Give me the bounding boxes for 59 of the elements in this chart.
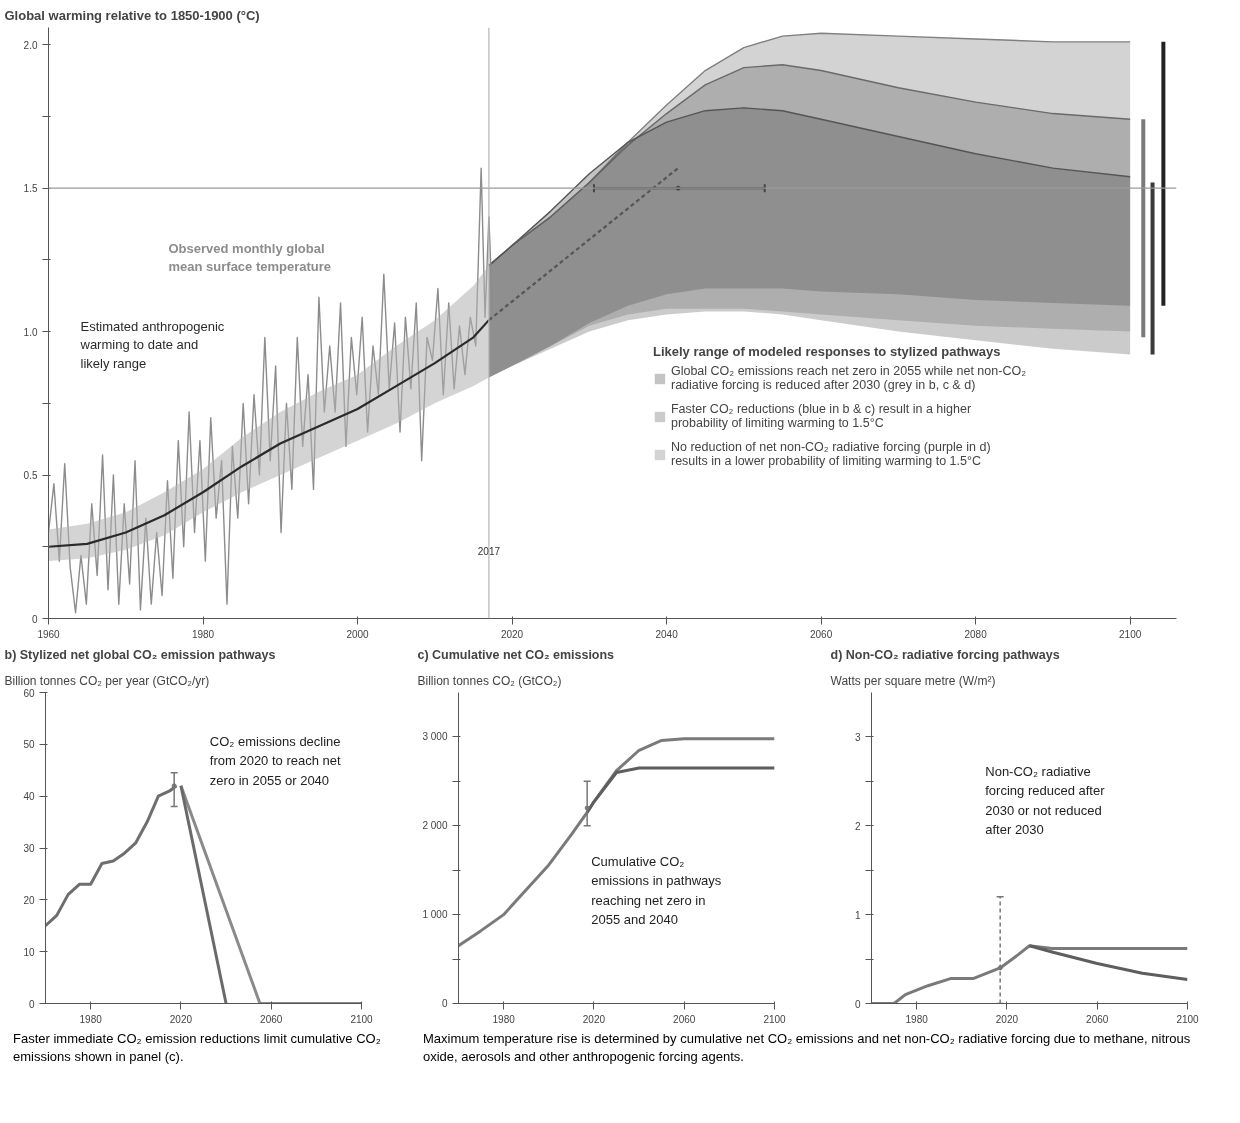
x-tick-label: 2020 xyxy=(995,1013,1019,1025)
x-tick-label: 1980 xyxy=(905,1013,929,1025)
y-tick-label: 3 xyxy=(854,731,861,743)
x-tick-label: 1960 xyxy=(37,628,61,640)
x-tick-label: 2020 xyxy=(582,1013,606,1025)
y-tick-label: 1.5 xyxy=(23,183,38,195)
y-tick-label: 2 xyxy=(854,820,861,832)
y-tick-label: 0 xyxy=(28,998,35,1010)
y-tick-label: 0.5 xyxy=(23,470,38,482)
y-tick-label: 10 xyxy=(23,946,35,958)
y-tick-label: 30 xyxy=(23,843,35,854)
x-tick-label: 2020 xyxy=(169,1013,193,1025)
ref-line-label: 2017 xyxy=(477,546,501,558)
x-tick-label: 2000 xyxy=(346,628,370,640)
legend-label: Global CO₂ emissions reach net zero in 2055 while net non-CO₂ radiative forcing is reduced after 2030 (grey in b, c & d) xyxy=(670,364,1026,392)
x-tick-label: 2060 xyxy=(673,1013,696,1025)
x-tick-label: 2020 xyxy=(500,628,524,640)
chart-title: d) Non-CO₂ radiative forcing pathways xyxy=(830,647,1060,662)
text: Faster immediate CO₂ emission reductions limit cumulative CO₂ emissions shown in panel (c). xyxy=(13,1030,382,1066)
x-tick-label: 2100 xyxy=(763,1013,787,1025)
y-tick-label: 60 xyxy=(23,687,35,699)
y-tick-label: 50 xyxy=(23,739,35,751)
x-tick-label: 2080 xyxy=(964,628,988,640)
x-tick-label: 1980 xyxy=(191,628,215,640)
x-tick-label: 2100 xyxy=(1119,628,1142,640)
legend-title: Likely range of modeled responses to stylized pathways xyxy=(652,344,1002,359)
y-tick-label: 0 xyxy=(31,613,38,625)
y-tick-label: 40 xyxy=(23,791,35,803)
legend-label: Faster CO₂ reductions (blue in b & c) result in a higher probability of limiting warming to 1.5°C xyxy=(670,402,972,430)
y-tick-label: 2.0 xyxy=(23,39,38,51)
legend-label: No reduction of net non-CO₂ radiative forcing (purple in d) results in a lower probability of limiting warming to 1.5°C xyxy=(670,440,991,468)
y-tick-label: 1.0 xyxy=(23,326,38,338)
x-tick-label: 2060 xyxy=(1086,1013,1109,1025)
x-tick-label: 1980 xyxy=(79,1013,103,1025)
y-tick-label: 1 xyxy=(854,909,861,921)
annotation: Cumulative CO₂ emissions in pathways reaching net zero in 2055 and 2040 xyxy=(591,853,722,927)
x-tick-label: 1980 xyxy=(492,1013,516,1025)
y-tick-label: 1 000 xyxy=(422,909,448,921)
chart-title: b) Stylized net global CO₂ emission pathways xyxy=(4,647,276,662)
x-tick-label: 2060 xyxy=(809,628,833,640)
chart-title: c) Cumulative net CO₂ emissions xyxy=(417,647,615,662)
y-tick-label: 20 xyxy=(23,894,35,906)
y-axis-title: Watts per square metre (W/m²) xyxy=(830,673,996,688)
y-axis-title: Billion tonnes CO₂ per year (GtCO₂/yr) xyxy=(4,673,210,688)
text: Estimated anthropogenic warming to date and likely range xyxy=(79,318,225,371)
y-tick-label: 0 xyxy=(441,998,448,1009)
x-tick-label: 2100 xyxy=(350,1013,374,1025)
y-tick-label: 3 000 xyxy=(422,731,448,743)
y-tick-label: 0 xyxy=(854,998,861,1010)
annotation: CO₂ emissions decline from 2020 to reach net zero in 2055 or 2040 xyxy=(209,733,342,788)
y-axis-title: Billion tonnes CO₂ (GtCO₂) xyxy=(417,673,562,688)
series-label: Observed monthly global mean surface temperature xyxy=(168,240,332,275)
chart-title: Global warming relative to 1850-1900 (°C) xyxy=(4,7,260,23)
annotation: Non-CO₂ radiative forcing reduced after 2030 or not reduced after 2030 xyxy=(985,763,1106,837)
x-tick-label: 2100 xyxy=(1176,1013,1200,1025)
text: Maximum temperature rise is determined by cumulative net CO₂ emissions and net non-CO₂ radiative forcing due to methane, nitrous oxide, aerosols and other anthropogenic forcing agents. xyxy=(423,1030,1192,1066)
x-tick-label: 2040 xyxy=(655,628,679,640)
x-tick-label: 2060 xyxy=(260,1013,283,1025)
y-tick-label: 2 000 xyxy=(422,820,448,832)
